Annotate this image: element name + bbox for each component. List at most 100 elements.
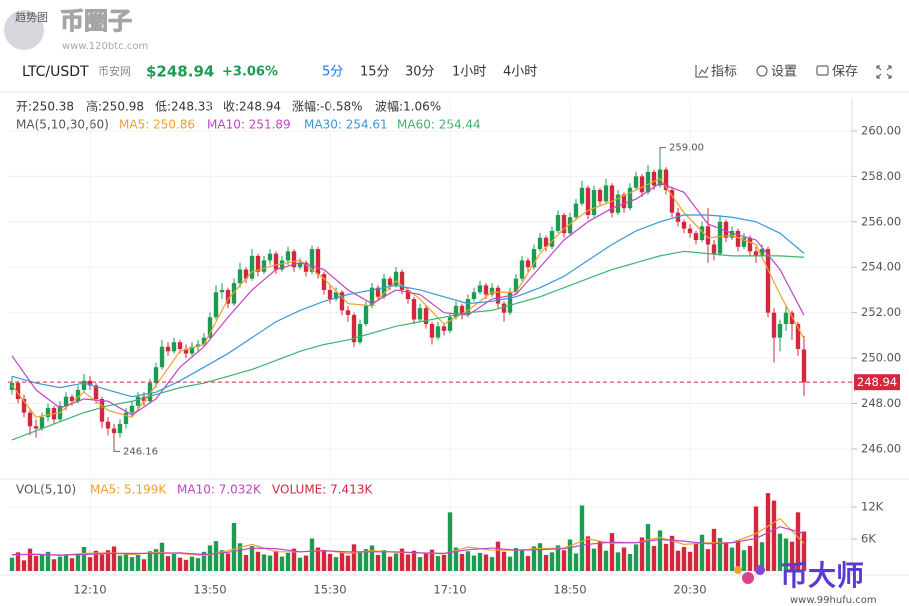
volume-bar [759, 542, 765, 571]
interval-tab[interactable]: 1小时 [452, 65, 486, 80]
volume-bar [231, 523, 237, 571]
candle-body [153, 367, 159, 384]
candle-body [87, 380, 93, 386]
volume-bar [579, 505, 585, 571]
volume-bar [399, 548, 405, 571]
y-tick-label: 256.00 [861, 214, 901, 228]
y-tick-label: 6K [861, 532, 876, 546]
volume-bar [639, 537, 645, 571]
stat: 波幅:1.06% [375, 99, 441, 114]
volume-bar [381, 550, 387, 571]
candle-body [297, 262, 303, 268]
volume-bar [249, 545, 255, 571]
candle-body [75, 389, 81, 402]
interval-tab[interactable]: 4小时 [503, 65, 537, 80]
tool-settings[interactable]: 设置 [771, 65, 797, 80]
interval-tab[interactable]: 15分 [360, 65, 390, 80]
volume-bar [435, 556, 441, 571]
volume-bar [513, 548, 519, 571]
volume-bar [459, 553, 465, 571]
candle-body [759, 249, 765, 256]
volume-bar [285, 552, 291, 571]
volume-bar [357, 551, 363, 571]
ma-line [11, 250, 805, 441]
candle-body [387, 278, 393, 286]
y-tick-label: 248.00 [861, 396, 901, 410]
candle-body [207, 317, 213, 338]
extreme-marker [659, 147, 666, 154]
fullscreen-icon[interactable] [876, 65, 892, 79]
volume-bar [429, 549, 435, 571]
watermark-text: 趋势图 [15, 11, 48, 24]
candle-body [333, 292, 339, 300]
interval-tabs: 5分 15分 30分 1小时 4小时 [322, 65, 537, 80]
candle-body [435, 326, 441, 338]
volume-bar [591, 548, 597, 571]
volume-bar [153, 549, 159, 571]
volume-bar [219, 550, 225, 571]
candle-body [429, 324, 435, 338]
legend-title: MA(5,10,30,60) [16, 118, 109, 132]
volume-bar [51, 559, 57, 571]
candle-body [471, 292, 477, 300]
candle-body [315, 249, 321, 275]
candle-body [453, 305, 459, 318]
volume-bar [375, 555, 381, 571]
candle-body [603, 185, 609, 202]
volume-bar [537, 543, 543, 571]
candle-body [33, 426, 39, 429]
volume-bar [99, 554, 105, 571]
volume-bar [321, 550, 327, 571]
candle-body [777, 324, 783, 338]
y-tick-label: 252.00 [861, 305, 901, 319]
volume-bar [663, 543, 669, 571]
candle-body [291, 251, 297, 268]
interval-tab[interactable]: 5分 [322, 65, 343, 80]
candle-body [273, 253, 279, 270]
ma-line [11, 182, 805, 416]
volume-bar [801, 531, 807, 571]
volume-bar [267, 555, 273, 571]
legend-entry: VOLUME: 7.413K [272, 483, 373, 497]
toolbar: 指标 设置 保存 [695, 65, 892, 80]
tool-save[interactable]: 保存 [832, 65, 858, 80]
volume-bar [417, 557, 423, 571]
volume-bar [105, 550, 111, 571]
y-tick-label: 12K [861, 500, 884, 514]
legend-title: VOL(5,10) [16, 483, 76, 497]
volume-bar [567, 539, 573, 571]
volume-bar [561, 550, 567, 571]
candle-body [261, 260, 267, 272]
candle-body [741, 237, 747, 247]
price: $248.94 [146, 63, 214, 81]
volume-bar [603, 550, 609, 571]
x-tick-label: 17:10 [433, 583, 466, 597]
candle-body [225, 289, 231, 304]
volume-bar [63, 554, 69, 571]
candle-body [393, 271, 399, 286]
logo [4, 10, 44, 50]
y-tick-label: 250.00 [861, 351, 901, 365]
legend-entry: MA10: 7.032K [177, 483, 262, 497]
volume-bar [123, 552, 129, 571]
candle-body [363, 305, 369, 325]
volume-bar [111, 546, 117, 571]
volume-bar [729, 547, 735, 571]
volume-bar [645, 524, 651, 571]
volume-bar [57, 556, 63, 571]
candle-body [495, 287, 501, 304]
volume-bar [309, 538, 315, 571]
volume-bar [87, 557, 93, 571]
extreme-label: 246.16 [123, 446, 158, 457]
candle-body [15, 383, 21, 399]
interval-tab[interactable]: 30分 [405, 65, 435, 80]
volume-bar [297, 557, 303, 571]
volume-bar [351, 544, 357, 571]
candle-body [183, 349, 189, 354]
volume-bar [387, 556, 393, 571]
volume-bar [201, 551, 207, 571]
tool-indicator[interactable]: 指标 [711, 65, 737, 80]
volume-bar [363, 549, 369, 571]
candle-body [309, 249, 315, 272]
candle-body [213, 292, 219, 318]
